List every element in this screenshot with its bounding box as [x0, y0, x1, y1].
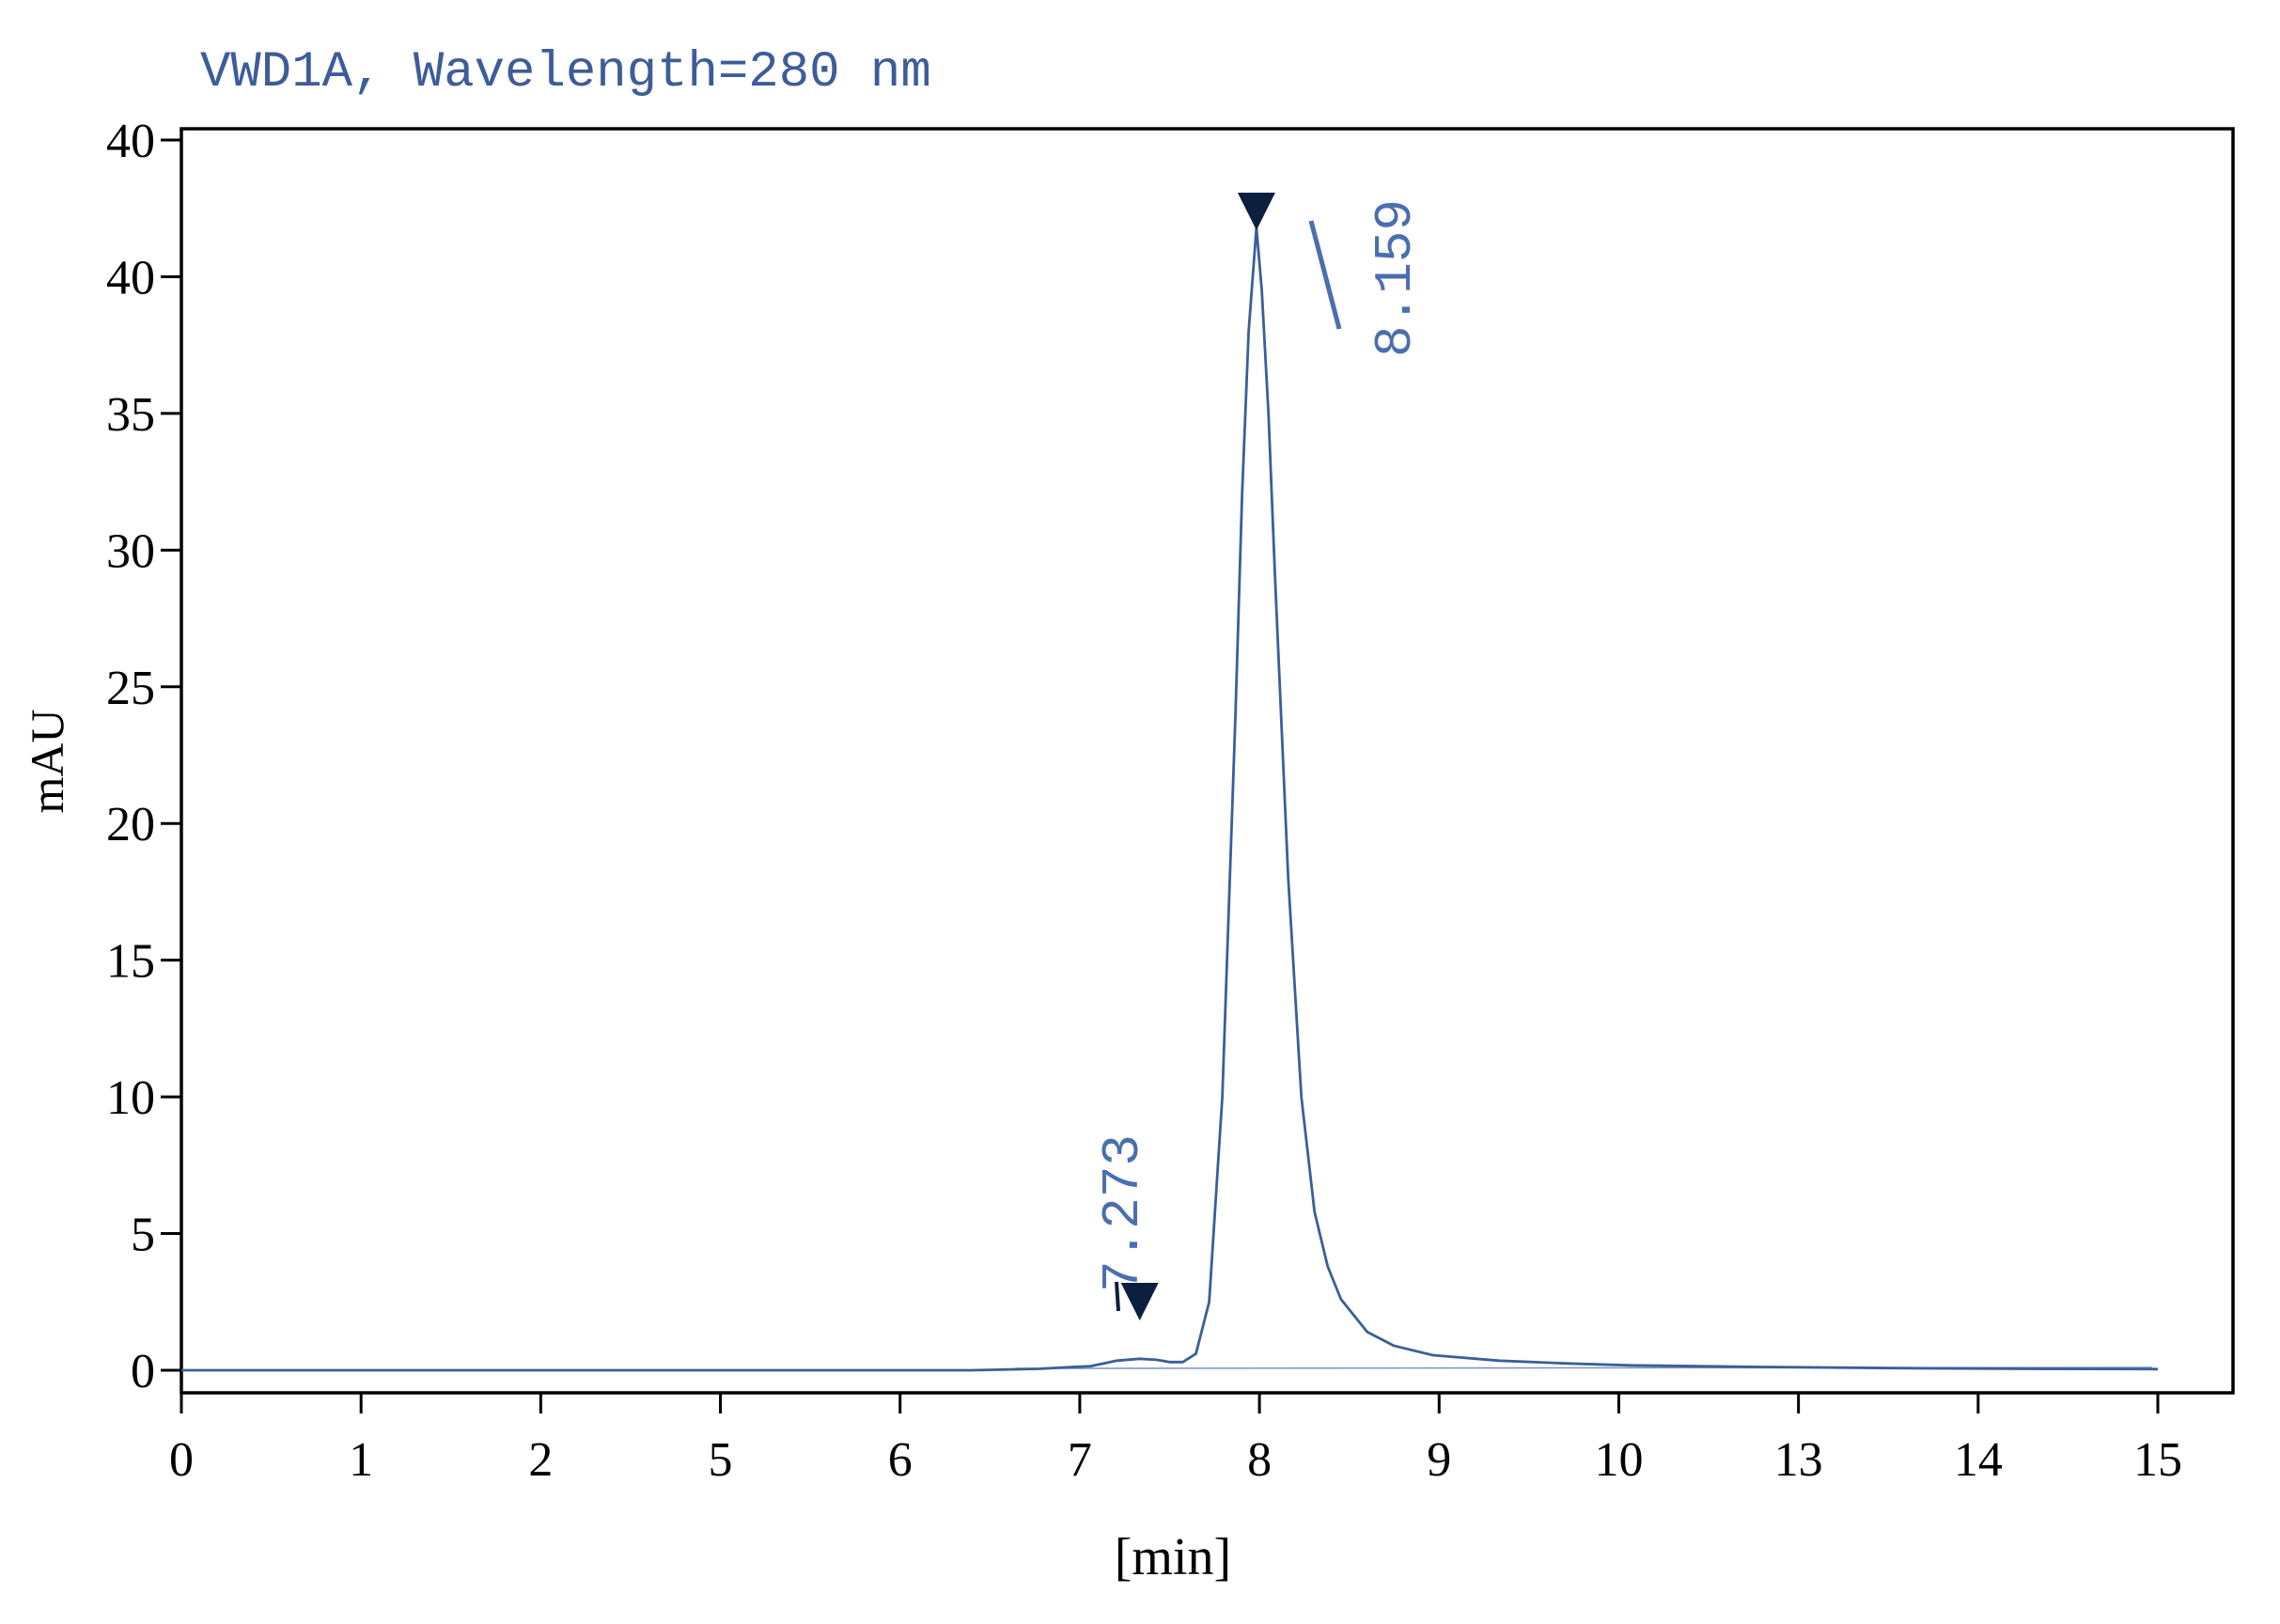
y-tick-label: 0	[131, 1345, 155, 1398]
peak-annotations: 7.273 8.159	[1093, 193, 1426, 1320]
x-tick-label: 2	[528, 1433, 553, 1487]
peak-label: 8.159	[1366, 199, 1426, 357]
y-tick-label: 15	[106, 935, 155, 989]
x-axis: 0 1 2 5 6 7 8 9 10 13 14 15	[169, 1393, 2182, 1487]
y-tick-label: 40	[106, 115, 155, 168]
chart-title: VWD1A, Wavelength=280 nm	[200, 44, 931, 102]
peak-7273-tick	[1115, 1281, 1120, 1312]
x-tick-label: 5	[709, 1433, 733, 1487]
x-tick-label: 13	[1774, 1433, 1823, 1487]
x-tick-label: 10	[1594, 1433, 1643, 1487]
x-tick-label: 7	[1068, 1433, 1092, 1487]
chromatogram-trace	[181, 226, 2159, 1372]
x-tick-label: 0	[169, 1433, 194, 1487]
peak-marker	[1120, 1283, 1159, 1320]
y-tick-label: 25	[106, 662, 155, 715]
x-tick-label: 8	[1247, 1433, 1272, 1487]
y-tick-label: 10	[106, 1071, 155, 1125]
x-tick-label: 1	[349, 1433, 373, 1487]
y-tick-label: 5	[131, 1209, 155, 1262]
x-axis-label: [min]	[1115, 1528, 1231, 1586]
peak-label: 7.273	[1093, 1134, 1153, 1292]
peak-8159-tick	[1308, 220, 1342, 330]
plot-frame	[180, 127, 2235, 1395]
y-tick-label: 35	[106, 388, 155, 442]
y-tick-label: 20	[106, 798, 155, 851]
y-axis-label: mAU	[21, 709, 73, 813]
x-tick-label: 14	[1954, 1433, 2003, 1487]
x-tick-label: 15	[2133, 1433, 2182, 1487]
y-axis: 0 5 10 15 20 25 30 35 40 40	[106, 115, 181, 1398]
y-tick-label: 40	[106, 251, 155, 304]
y-tick-label: 30	[106, 524, 155, 578]
peak-marker	[1237, 193, 1275, 230]
x-tick-label: 9	[1427, 1433, 1451, 1487]
x-tick-label: 6	[888, 1433, 913, 1487]
